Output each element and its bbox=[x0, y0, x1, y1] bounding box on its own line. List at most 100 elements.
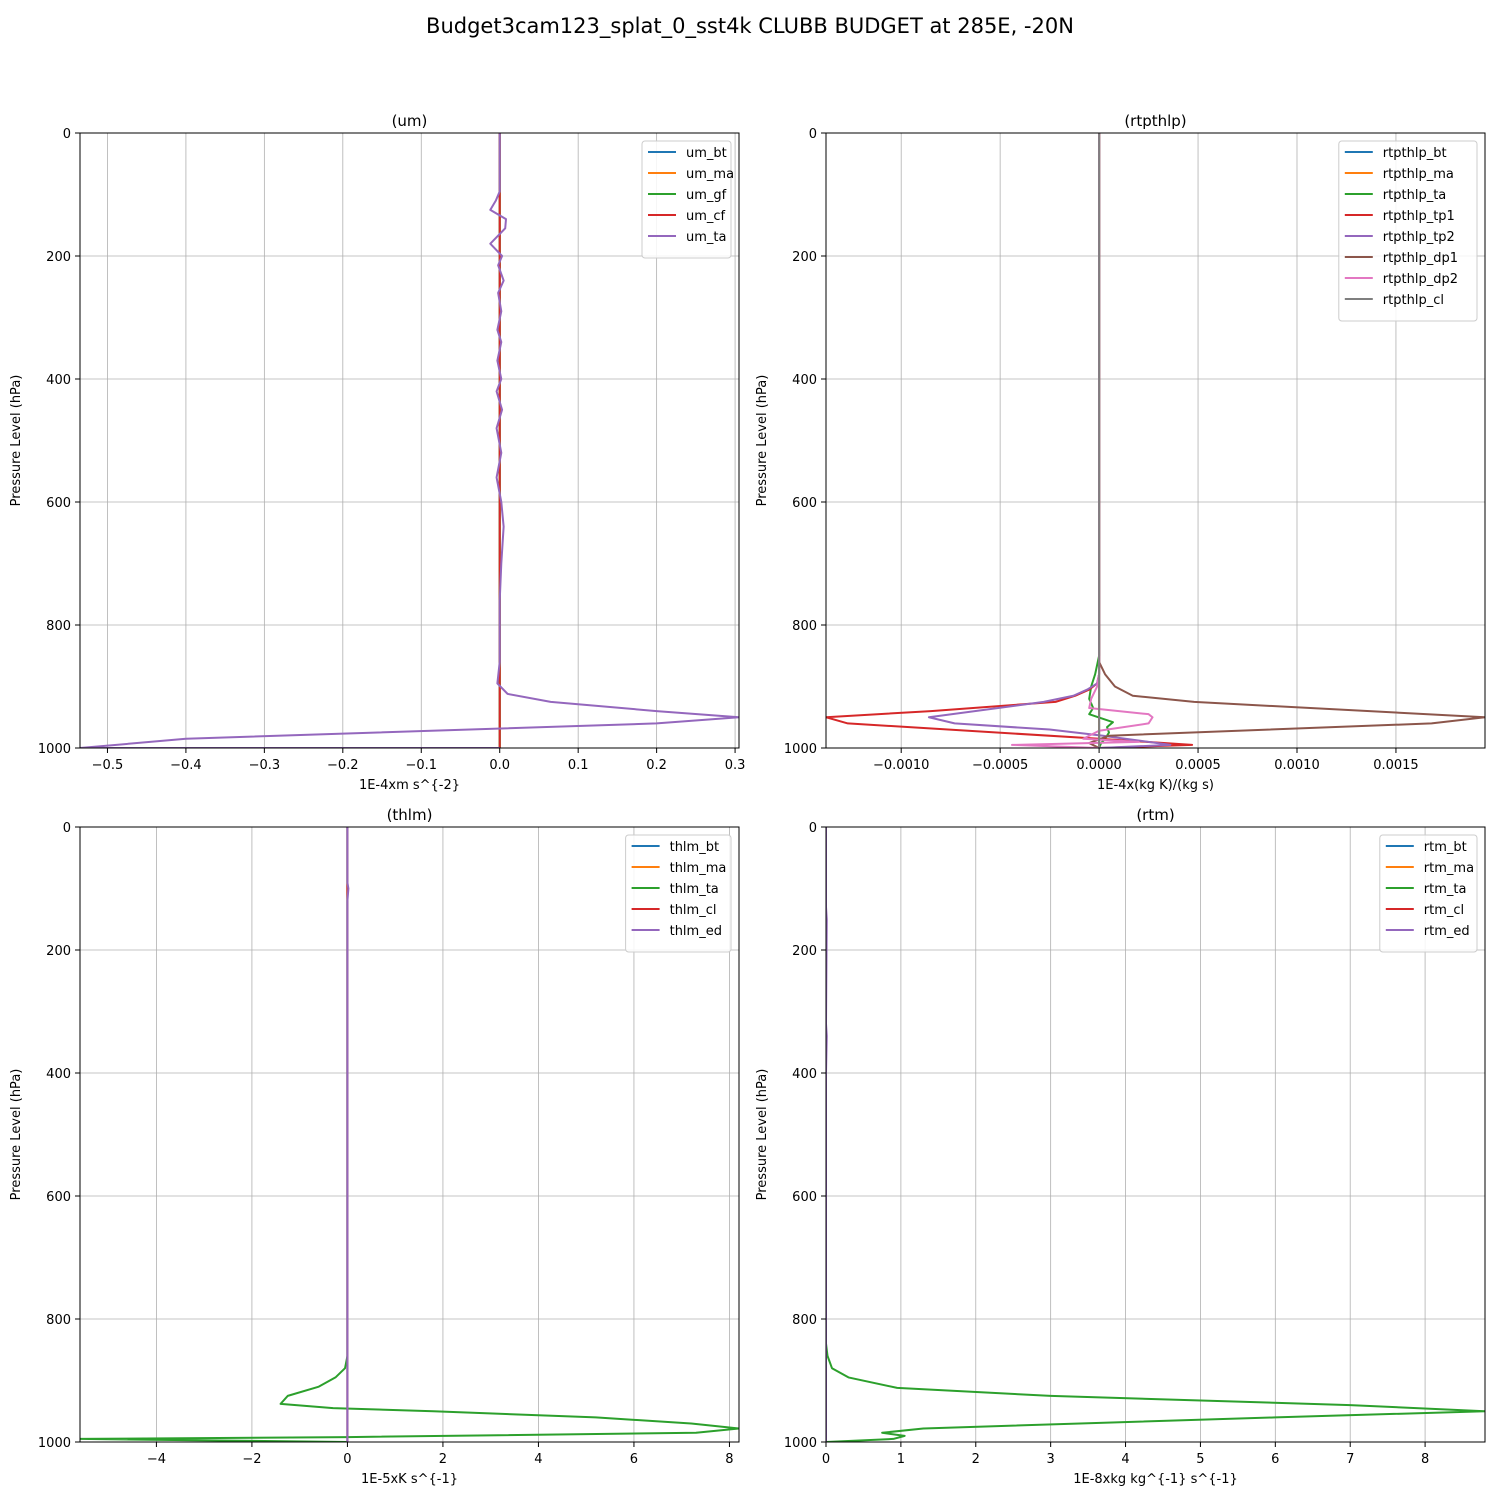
legend-label: um_ma bbox=[686, 167, 734, 182]
panel-4: 0 1 2 3 4 5 6 7 8 0 200 400 600 800 1000 (rtm) 1E-8xkg k… bbox=[755, 806, 1486, 1487]
legend-label: thlm_ed bbox=[670, 924, 722, 939]
y-axis-label: Pressure Level (hPa) bbox=[755, 375, 770, 507]
x-tick-label: 0.0015 bbox=[1373, 758, 1419, 773]
plot-frame bbox=[79, 826, 740, 1443]
x-tick-label: −4 bbox=[147, 1452, 166, 1467]
panel-3: −4 −2 0 2 4 6 8 0 200 400 600 800 1000 (thlm) 1E-5xK s… bbox=[9, 806, 740, 1487]
y-tick-label: 800 bbox=[792, 619, 817, 634]
legend-label: rtpthlp_cl bbox=[1383, 293, 1444, 308]
y-tick-label: 1000 bbox=[784, 742, 817, 757]
x-axis-label: 1E-5xK s^{-1} bbox=[361, 1472, 458, 1487]
series-line-thlm_ed bbox=[346, 827, 350, 1442]
plot-frame bbox=[825, 132, 1486, 749]
x-tick-label: −0.0010 bbox=[873, 758, 929, 773]
subplot-title: (um) bbox=[392, 112, 428, 130]
y-tick-label: 800 bbox=[792, 1313, 817, 1328]
series-line-rtpthlp_dp2 bbox=[1011, 133, 1154, 748]
x-tick-label: 0.0010 bbox=[1274, 758, 1320, 773]
x-tick-label: 5 bbox=[1196, 1452, 1204, 1467]
y-tick-label: 600 bbox=[46, 496, 71, 511]
x-tick-label: −0.5 bbox=[92, 758, 124, 773]
legend: rtm_bt rtm_ma rtm_ta rtm_cl rtm_ed bbox=[1379, 834, 1478, 953]
legend-label: thlm_bt bbox=[670, 840, 719, 855]
y-tick-label: 1000 bbox=[38, 1436, 71, 1451]
legend-label: rtpthlp_ma bbox=[1383, 167, 1454, 182]
series-group bbox=[80, 133, 739, 748]
y-tick-label: 0 bbox=[809, 821, 817, 836]
y-tick-label: 200 bbox=[46, 944, 71, 959]
legend-box bbox=[1338, 140, 1478, 322]
plot-frame bbox=[825, 826, 1486, 1443]
y-tick-label: 400 bbox=[792, 373, 817, 388]
y-axis-label: Pressure Level (hPa) bbox=[755, 1069, 770, 1201]
legend-label: um_bt bbox=[686, 146, 727, 161]
y-tick-label: 0 bbox=[63, 127, 71, 142]
legend-label: rtpthlp_ta bbox=[1383, 188, 1446, 203]
x-axis-label: 1E-8xkg kg^{-1} s^{-1} bbox=[1073, 1472, 1238, 1487]
subplot-title: (rtm) bbox=[1136, 806, 1174, 824]
x-tick-label: −0.1 bbox=[405, 758, 437, 773]
series-line-thlm_ta bbox=[80, 827, 739, 1442]
x-tick-label: 8 bbox=[725, 1452, 733, 1467]
series-line-rtpthlp_tp2 bbox=[927, 133, 1172, 748]
y-tick-label: 1000 bbox=[784, 1436, 817, 1451]
x-tick-label: 0.3 bbox=[725, 758, 746, 773]
x-tick-label: −0.0005 bbox=[972, 758, 1028, 773]
x-tick-label: 4 bbox=[1121, 1452, 1129, 1467]
x-tick-label: −0.2 bbox=[327, 758, 359, 773]
x-axis-label: 1E-4x(kg K)/(kg s) bbox=[1097, 778, 1214, 793]
legend-label: rtpthlp_tp2 bbox=[1383, 230, 1455, 245]
x-tick-label: 7 bbox=[1346, 1452, 1354, 1467]
y-tick-label: 600 bbox=[792, 496, 817, 511]
x-tick-label: 2 bbox=[439, 1452, 447, 1467]
x-tick-label: 3 bbox=[1047, 1452, 1055, 1467]
x-tick-label: 0.0000 bbox=[1076, 758, 1122, 773]
y-tick-label: 800 bbox=[46, 619, 71, 634]
subplot-title: (rtpthlp) bbox=[1124, 112, 1186, 130]
y-tick-label: 200 bbox=[46, 250, 71, 265]
subplot-title: (thlm) bbox=[387, 806, 433, 824]
x-tick-label: 1 bbox=[897, 1452, 905, 1467]
legend-label: um_ta bbox=[686, 230, 726, 245]
series-group bbox=[826, 133, 1485, 748]
legend-label: thlm_ma bbox=[670, 861, 727, 876]
legend: rtpthlp_bt rtpthlp_ma rtpthlp_ta rtpthlp_tp… bbox=[1338, 140, 1478, 322]
legend-label: rtpthlp_dp1 bbox=[1383, 251, 1458, 266]
y-tick-label: 600 bbox=[792, 1190, 817, 1205]
y-tick-label: 800 bbox=[46, 1313, 71, 1328]
x-tick-label: 0.1 bbox=[568, 758, 589, 773]
legend-label: rtm_cl bbox=[1424, 903, 1464, 918]
y-tick-label: 400 bbox=[46, 1067, 71, 1082]
series-line-rtm_ta bbox=[826, 827, 1485, 1442]
y-tick-label: 200 bbox=[792, 250, 817, 265]
x-tick-label: 0 bbox=[822, 1452, 830, 1467]
legend-label: thlm_cl bbox=[670, 903, 717, 918]
legend-label: um_cf bbox=[686, 209, 726, 224]
legend-box bbox=[625, 834, 732, 953]
y-tick-label: 1000 bbox=[38, 742, 71, 757]
x-tick-label: −2 bbox=[242, 1452, 261, 1467]
y-tick-label: 0 bbox=[809, 127, 817, 142]
panel-1: −0.5 −0.4 −0.3 −0.2 −0.1 0.0 0.1 0.2 0.3 0 200 400 6… bbox=[9, 112, 745, 793]
y-axis-label: Pressure Level (hPa) bbox=[9, 375, 24, 507]
legend-label: rtm_ta bbox=[1424, 882, 1467, 897]
panel-2: −0.0010 −0.0005 0.0000 0.0005 0.0010 0.0015 0 2… bbox=[755, 112, 1486, 793]
legend-box bbox=[641, 140, 732, 259]
x-tick-label: 0.2 bbox=[646, 758, 667, 773]
x-tick-label: 0 bbox=[343, 1452, 351, 1467]
series-line-rtpthlp_dp1 bbox=[1088, 133, 1485, 748]
legend-label: rtm_bt bbox=[1424, 840, 1467, 855]
x-tick-label: 0.0 bbox=[489, 758, 510, 773]
y-tick-label: 400 bbox=[792, 1067, 817, 1082]
series-group bbox=[80, 827, 739, 1442]
y-tick-label: 600 bbox=[46, 1190, 71, 1205]
legend-label: thlm_ta bbox=[670, 882, 719, 897]
legend-label: rtpthlp_dp2 bbox=[1383, 272, 1458, 287]
figure-title: Budget3cam123_splat_0_sst4k CLUBB BUDGET… bbox=[426, 14, 1074, 38]
y-tick-label: 400 bbox=[46, 373, 71, 388]
x-tick-label: 6 bbox=[1271, 1452, 1279, 1467]
y-tick-label: 0 bbox=[63, 821, 71, 836]
legend: um_bt um_ma um_gf um_cf um_ta bbox=[641, 140, 734, 259]
x-tick-label: 8 bbox=[1421, 1452, 1429, 1467]
legend-label: rtpthlp_bt bbox=[1383, 146, 1447, 161]
